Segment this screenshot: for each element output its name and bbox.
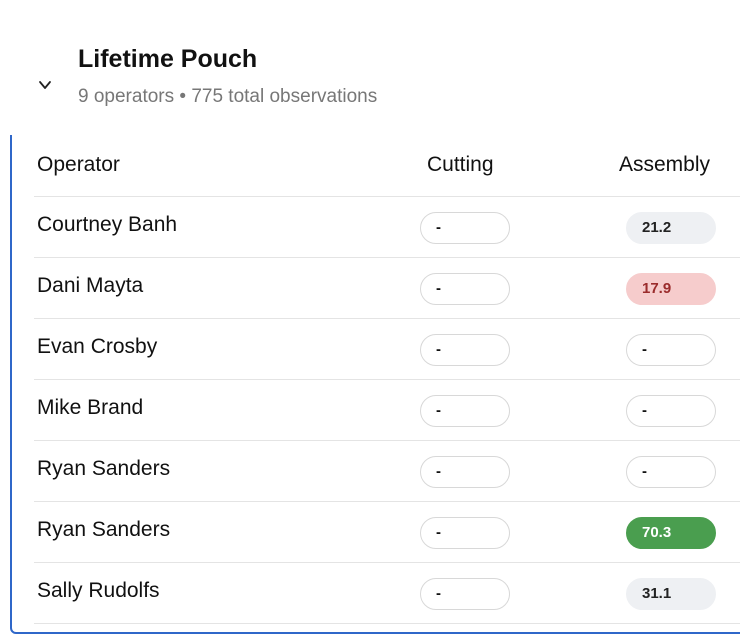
- operator-name: Ryan Sanders: [37, 457, 171, 480]
- row-divider: [34, 440, 740, 441]
- operator-table: [12, 135, 740, 626]
- row-divider: [34, 318, 740, 319]
- assembly-value-badge[interactable]: -: [626, 395, 716, 427]
- operator-name: Courtney Banh: [37, 213, 178, 236]
- assembly-value-badge[interactable]: -: [626, 334, 716, 366]
- operator-name: Mike Brand: [37, 396, 144, 419]
- cutting-value-badge[interactable]: -: [420, 578, 510, 610]
- operator-name: Sally Rudolfs: [37, 579, 160, 602]
- column-header-assembly[interactable]: Assembly: [619, 153, 711, 176]
- cutting-value-badge[interactable]: -: [420, 334, 510, 366]
- row-divider: [34, 257, 740, 258]
- assembly-value-badge[interactable]: 70.3: [626, 517, 716, 549]
- column-header-operator[interactable]: Operator: [37, 153, 120, 176]
- column-header-cutting[interactable]: Cutting: [427, 153, 494, 176]
- operator-name: Evan Crosby: [37, 335, 158, 358]
- operator-name: Ryan Sanders: [37, 518, 171, 541]
- cutting-value-badge[interactable]: -: [420, 212, 510, 244]
- row-divider: [34, 562, 740, 563]
- row-divider: [34, 196, 740, 197]
- card-title: Lifetime Pouch: [78, 45, 258, 73]
- assembly-value-badge[interactable]: 17.9: [626, 273, 716, 305]
- chevron-down-icon[interactable]: [38, 78, 52, 92]
- row-divider: [34, 623, 740, 624]
- card-header[interactable]: Lifetime Pouch 9 operators • 775 total o…: [10, 14, 740, 135]
- assembly-value-badge[interactable]: 21.2: [626, 212, 716, 244]
- cutting-value-badge[interactable]: -: [420, 517, 510, 549]
- assembly-value-badge[interactable]: -: [626, 456, 716, 488]
- assembly-value-badge[interactable]: 31.1: [626, 578, 716, 610]
- operator-name: Dani Mayta: [37, 274, 144, 297]
- row-divider: [34, 379, 740, 380]
- cutting-value-badge[interactable]: -: [420, 273, 510, 305]
- cutting-value-badge[interactable]: -: [420, 395, 510, 427]
- cutting-value-badge[interactable]: -: [420, 456, 510, 488]
- row-divider: [34, 501, 740, 502]
- card-subtitle: 9 operators • 775 total observations: [78, 86, 378, 107]
